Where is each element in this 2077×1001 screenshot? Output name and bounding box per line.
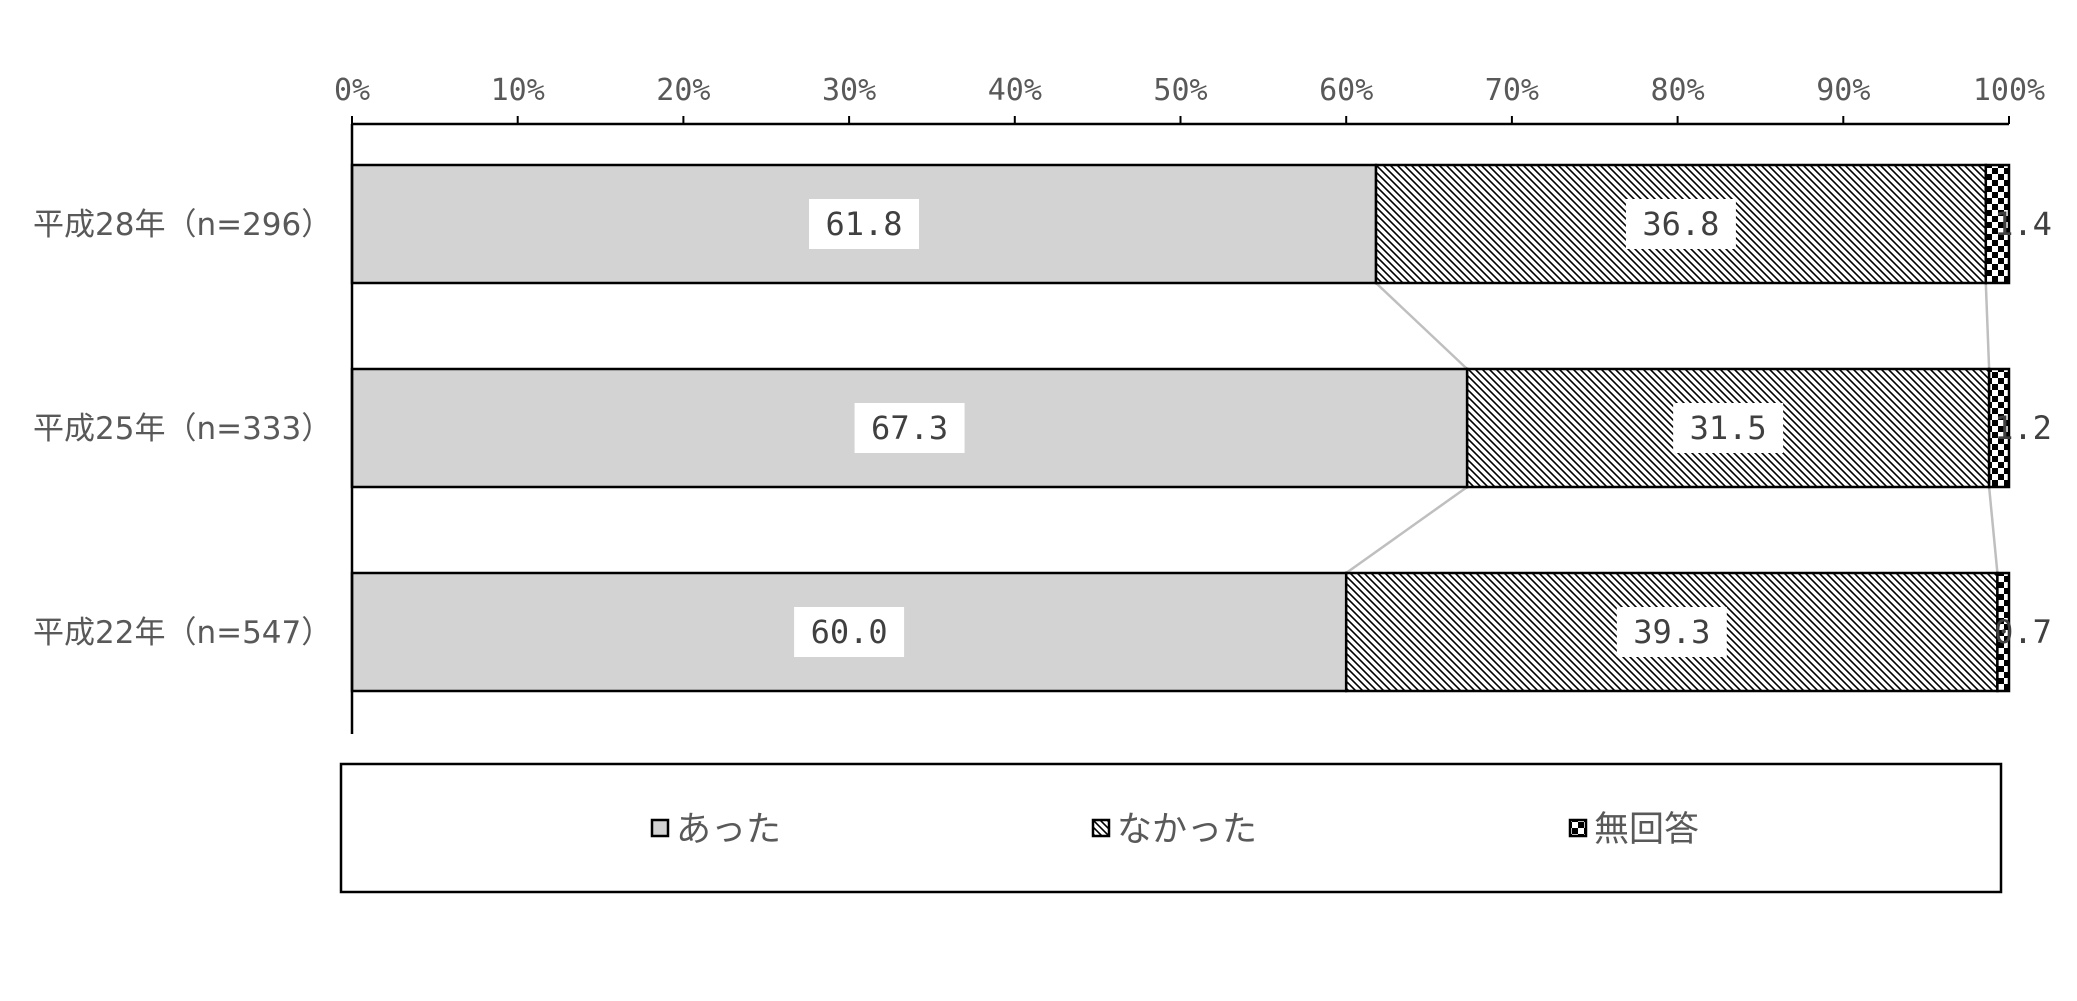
data-label: 60.0 bbox=[811, 613, 888, 651]
series-line bbox=[1375, 282, 1469, 370]
legend-label: 無回答 bbox=[1594, 810, 1699, 850]
data-label-box bbox=[809, 199, 920, 249]
x-tick-label: 60% bbox=[1319, 73, 1373, 108]
data-label: 36.8 bbox=[1642, 205, 1719, 243]
category-label: 平成22年（n=547） bbox=[33, 615, 332, 651]
data-label: 31.5 bbox=[1690, 409, 1767, 447]
series-lines bbox=[1345, 282, 1999, 575]
data-label: 39.3 bbox=[1633, 613, 1710, 651]
legend-box bbox=[339, 762, 2003, 894]
x-tick-label: 70% bbox=[1485, 73, 1539, 108]
category-label: 平成28年（n=296） bbox=[33, 207, 332, 243]
series-line bbox=[1984, 282, 1991, 370]
series-line bbox=[1987, 486, 1999, 574]
legend-label: あった bbox=[676, 810, 781, 850]
legend-swatch bbox=[1568, 818, 1588, 838]
data-label: 1.4 bbox=[1994, 205, 2052, 243]
data-label-box bbox=[1616, 607, 1727, 657]
data-label: 1.2 bbox=[1994, 409, 2052, 447]
legend-label: なかった bbox=[1117, 810, 1257, 850]
bar-segment bbox=[1987, 367, 2011, 489]
data-label: 61.8 bbox=[825, 205, 902, 243]
data-label-box bbox=[794, 607, 905, 657]
data-label: 0.7 bbox=[1994, 613, 2052, 651]
x-tick-label: 10% bbox=[491, 73, 545, 108]
x-tick-label: 80% bbox=[1651, 73, 1705, 108]
x-tick-label: 40% bbox=[988, 73, 1042, 108]
x-tick-label: 20% bbox=[656, 73, 710, 108]
data-label-box bbox=[1625, 199, 1736, 249]
bar-segment bbox=[1984, 163, 2011, 285]
x-tick-label: 30% bbox=[822, 73, 876, 108]
bar-segment bbox=[1996, 571, 2011, 693]
x-tick-label: 100% bbox=[1973, 73, 2045, 108]
data-label-box bbox=[854, 403, 965, 453]
data-label-box bbox=[1673, 403, 1784, 453]
legend: あった なかった 無回答 bbox=[339, 762, 2003, 894]
x-tick-label: 90% bbox=[1816, 73, 1870, 108]
category-label: 平成25年（n=333） bbox=[33, 411, 332, 447]
legend-swatch bbox=[650, 818, 670, 838]
data-labels: 61.8 36.8 1.4 67.3 31.5 1.2 60.0 39.3 0.7 bbox=[794, 199, 2052, 657]
data-label: 67.3 bbox=[871, 409, 948, 447]
category-axis: 平成28年（n=296） 平成25年（n=333） 平成22年（n=547） bbox=[33, 124, 354, 734]
legend-swatch bbox=[1091, 818, 1111, 838]
x-tick-label: 50% bbox=[1153, 73, 1207, 108]
series-line bbox=[1345, 485, 1468, 575]
x-axis: 0% 10% 20% 30% 40% 50% 60% 70% 80% 90% 100% bbox=[334, 73, 2045, 126]
x-tick-label: 0% bbox=[334, 73, 370, 108]
